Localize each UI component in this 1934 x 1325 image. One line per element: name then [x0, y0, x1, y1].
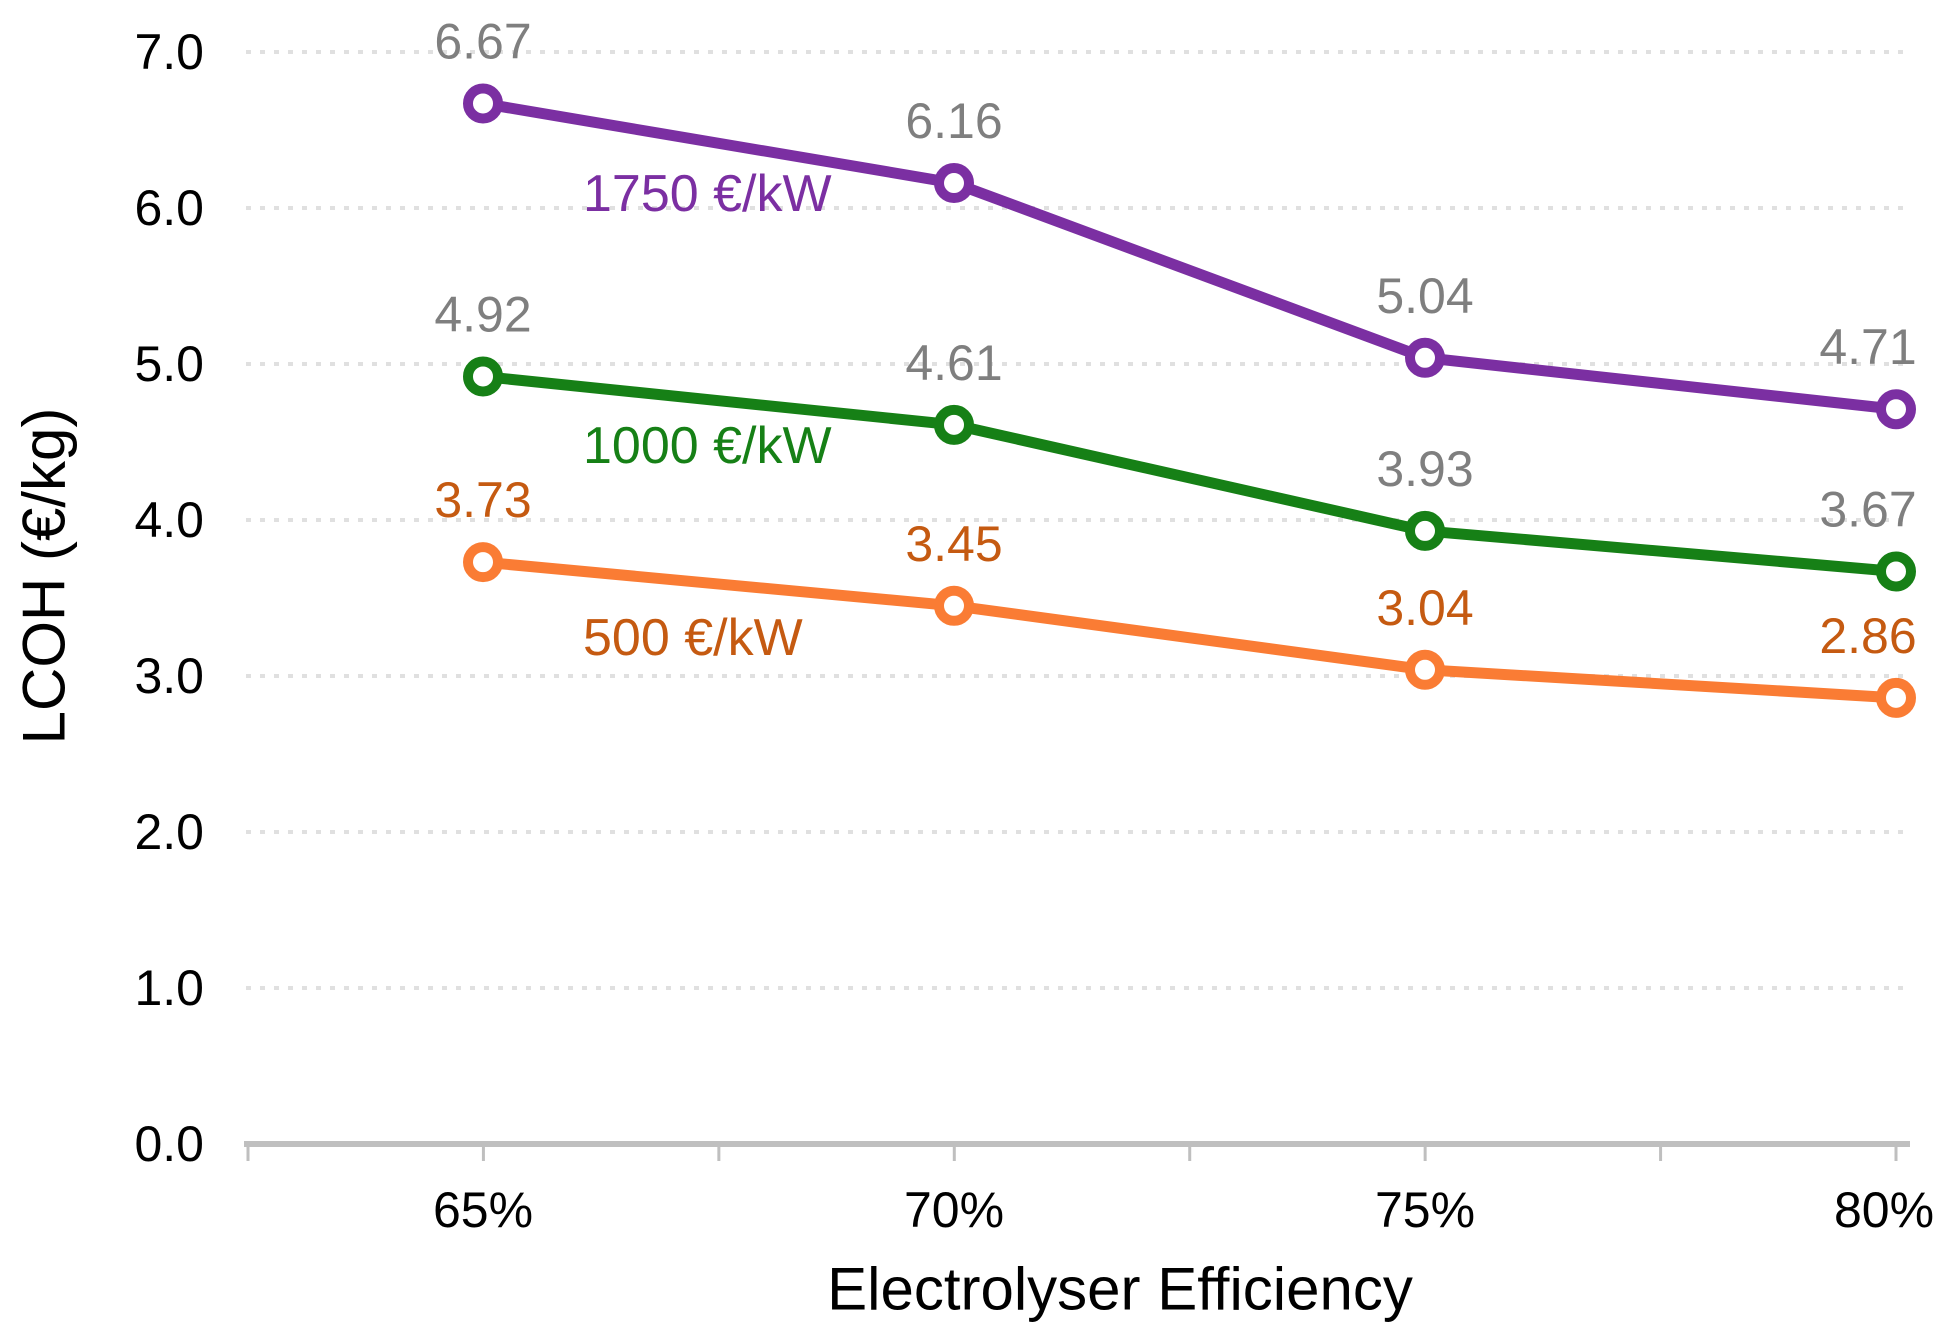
y-tick-label: 4.0 — [134, 492, 204, 548]
data-point-marker — [463, 356, 503, 397]
data-point-marker — [1876, 677, 1916, 718]
series-name-label: 1000 €/kW — [583, 417, 832, 475]
data-point-marker — [463, 542, 503, 583]
data-point-marker — [1876, 551, 1916, 592]
data-label: 3.04 — [1376, 580, 1473, 636]
x-tick-label: 80% — [1834, 1182, 1934, 1238]
series-line — [482, 371, 1897, 577]
data-point-marker — [1876, 389, 1916, 430]
data-label: 4.92 — [434, 286, 531, 342]
x-tick-label: 65% — [433, 1182, 533, 1238]
series-name-labels: 1750 €/kW 1000 €/kW 500 €/kW — [583, 165, 832, 667]
y-axis-title: LCOH (€/kg) — [11, 408, 78, 745]
series-line — [482, 98, 1897, 415]
x-tick-labels: 65% 70% 75% 80% — [433, 1182, 1934, 1238]
y-tick-labels: 0.0 1.0 2.0 3.0 4.0 5.0 6.0 7.0 — [134, 24, 204, 1172]
y-tick-label: 7.0 — [134, 24, 204, 80]
y-tick-label: 0.0 — [134, 1116, 204, 1172]
data-point-marker — [934, 585, 974, 626]
data-point-marker — [934, 163, 974, 204]
x-tick-label: 75% — [1375, 1182, 1475, 1238]
data-point-marker — [934, 404, 974, 445]
series-name-label: 500 €/kW — [583, 609, 803, 667]
data-point-marker — [1405, 337, 1445, 378]
series-lines — [482, 98, 1897, 704]
data-label: 3.45 — [905, 516, 1002, 572]
series-name-label: 1750 €/kW — [583, 165, 832, 223]
data-label: 5.04 — [1376, 268, 1473, 324]
data-label: 2.86 — [1819, 608, 1916, 664]
data-label: 3.73 — [434, 472, 531, 528]
data-point-marker — [463, 83, 503, 124]
gridlines — [246, 50, 1908, 990]
data-labels: 6.67 6.16 5.04 4.71 4.92 4.61 3.93 3.67 3.73 3.45… — [434, 13, 1916, 663]
x-axis-title: Electrolyser Efficiency — [827, 1256, 1413, 1323]
y-tick-label: 2.0 — [134, 804, 204, 860]
data-point-marker — [1405, 649, 1445, 690]
data-label: 6.67 — [434, 13, 531, 69]
series-line — [482, 556, 1897, 704]
y-tick-label: 1.0 — [134, 960, 204, 1016]
data-label: 4.71 — [1819, 319, 1916, 375]
y-tick-label: 6.0 — [134, 180, 204, 236]
series-markers — [463, 83, 1916, 718]
data-point-marker — [1405, 510, 1445, 551]
data-label: 6.16 — [905, 93, 1002, 149]
data-label: 4.61 — [905, 335, 1002, 391]
y-tick-label: 3.0 — [134, 648, 204, 704]
x-axis — [244, 1141, 1910, 1161]
y-tick-label: 5.0 — [134, 336, 204, 392]
x-tick-label: 70% — [904, 1182, 1004, 1238]
data-label: 3.67 — [1819, 481, 1916, 537]
data-label: 3.93 — [1376, 441, 1473, 497]
